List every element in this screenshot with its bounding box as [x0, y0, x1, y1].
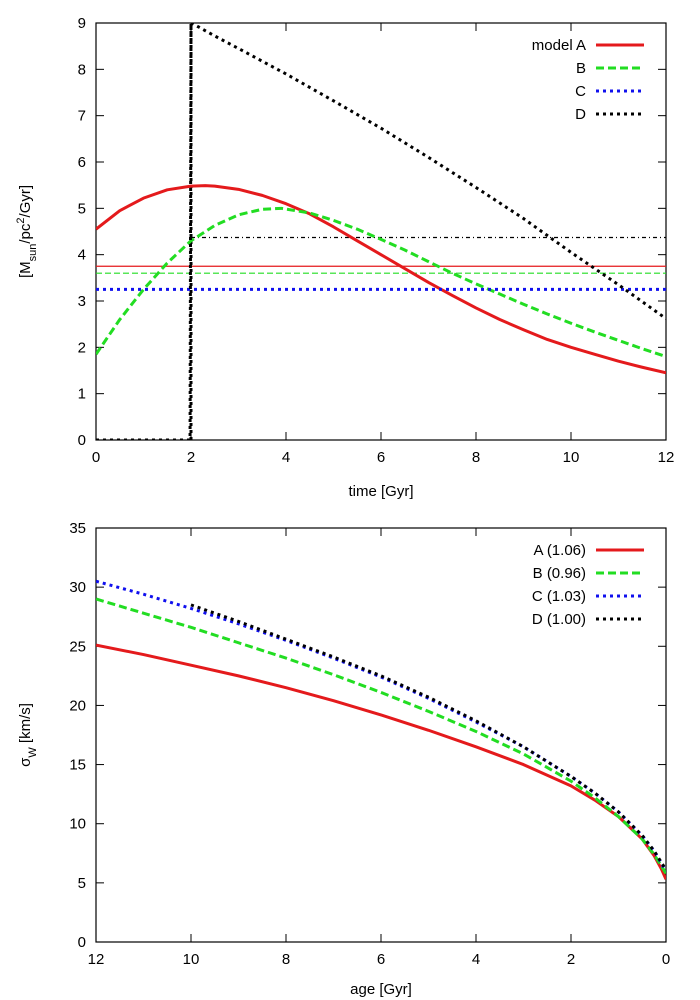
x-tick-label: 12: [658, 449, 675, 466]
y-tick-label: 1: [78, 386, 86, 403]
y-tick-label: 0: [78, 934, 86, 951]
plot-area: [96, 23, 666, 440]
y-tick-label: 4: [78, 247, 86, 264]
y-tick-label: 2: [78, 339, 86, 356]
series-line-1: [96, 184, 666, 375]
x-tick-label: 4: [472, 951, 480, 968]
x-tick-label: 6: [377, 449, 385, 466]
legend-label: C: [575, 83, 586, 100]
x-tick-label: 6: [377, 951, 385, 968]
series-line-4: [96, 23, 666, 440]
series-line-2: [96, 597, 666, 875]
x-tick-label: 8: [472, 449, 480, 466]
y-axis-label: σW [km/s]: [17, 703, 39, 767]
x-tick-label: 12: [88, 951, 105, 968]
x-tick-label: 0: [92, 449, 100, 466]
legend-label: D: [575, 106, 586, 123]
y-tick-label: 15: [69, 757, 86, 774]
y-tick-label: 30: [69, 579, 86, 596]
legend-label: C (1.03): [532, 588, 586, 605]
x-tick-label: 10: [183, 951, 200, 968]
legend-label: model A: [532, 37, 586, 54]
series-line-4: [190, 603, 666, 871]
y-tick-label: 9: [78, 15, 86, 32]
y-tick-label: 20: [69, 697, 86, 714]
y-tick-label: 5: [78, 875, 86, 892]
y-tick-label: 7: [78, 108, 86, 125]
y-tick-label: 10: [69, 816, 86, 833]
series-line-2: [96, 206, 666, 359]
y-tick-label: 3: [78, 293, 86, 310]
legend-label: A (1.06): [533, 542, 586, 559]
x-tick-label: 8: [282, 951, 290, 968]
x-tick-label: 0: [662, 951, 670, 968]
series-line-1: [96, 643, 666, 880]
x-tick-label: 10: [563, 449, 580, 466]
x-tick-label: 2: [187, 449, 195, 466]
x-axis-label: age [Gyr]: [350, 981, 412, 998]
y-tick-label: 35: [69, 520, 86, 537]
x-tick-label: 2: [567, 951, 575, 968]
y-tick-label: 8: [78, 61, 86, 78]
y-tick-label: 25: [69, 638, 86, 655]
y-axis-label: [Msun/pc2/Gyr]: [15, 185, 39, 278]
y-tick-label: 6: [78, 154, 86, 171]
x-axis-label: time [Gyr]: [348, 483, 413, 500]
plot-area: [96, 579, 666, 880]
y-tick-label: 0: [78, 432, 86, 449]
y-tick-label: 5: [78, 200, 86, 217]
x-tick-label: 4: [282, 449, 290, 466]
legend-label: B (0.96): [533, 565, 586, 582]
legend-label: B: [576, 60, 586, 77]
legend-label: D (1.00): [532, 611, 586, 628]
